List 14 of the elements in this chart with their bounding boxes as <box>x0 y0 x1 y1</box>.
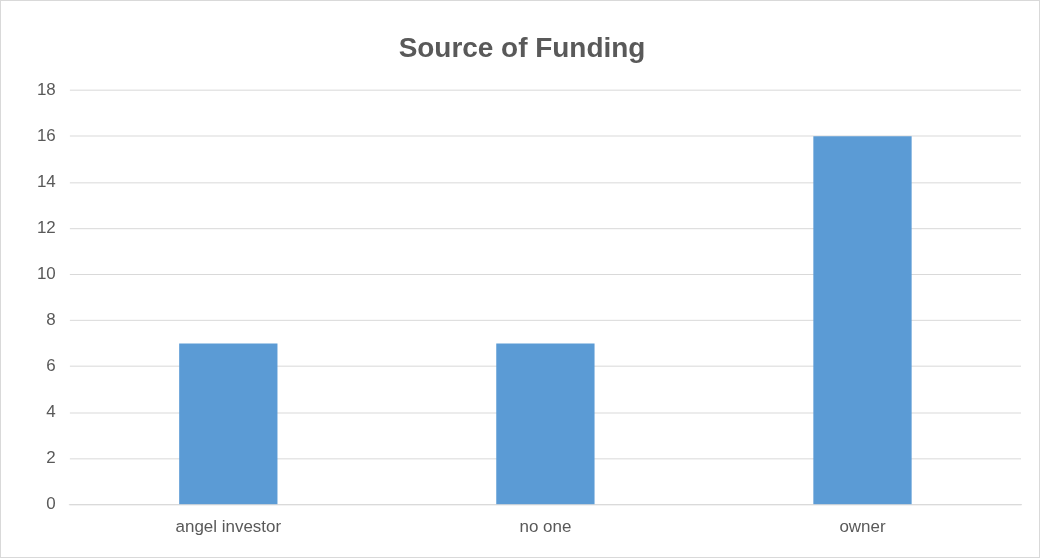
y-tick-label: 12 <box>36 218 56 238</box>
x-tick-label: no one <box>519 516 572 536</box>
x-tick-label: owner <box>839 516 886 536</box>
y-tick-label: 10 <box>36 264 56 284</box>
y-tick-label: 0 <box>46 494 56 514</box>
x-tick-label: angel investor <box>175 516 282 536</box>
y-tick-label: 18 <box>36 79 56 99</box>
y-tick-label: 2 <box>46 448 56 468</box>
y-tick-label: 4 <box>46 402 56 422</box>
y-tick-label: 6 <box>46 356 56 376</box>
chart-title: Source of Funding <box>398 32 646 64</box>
y-tick-label: 14 <box>36 172 56 192</box>
y-tick-label: 16 <box>36 126 56 145</box>
y-tick-label: 8 <box>46 310 56 330</box>
